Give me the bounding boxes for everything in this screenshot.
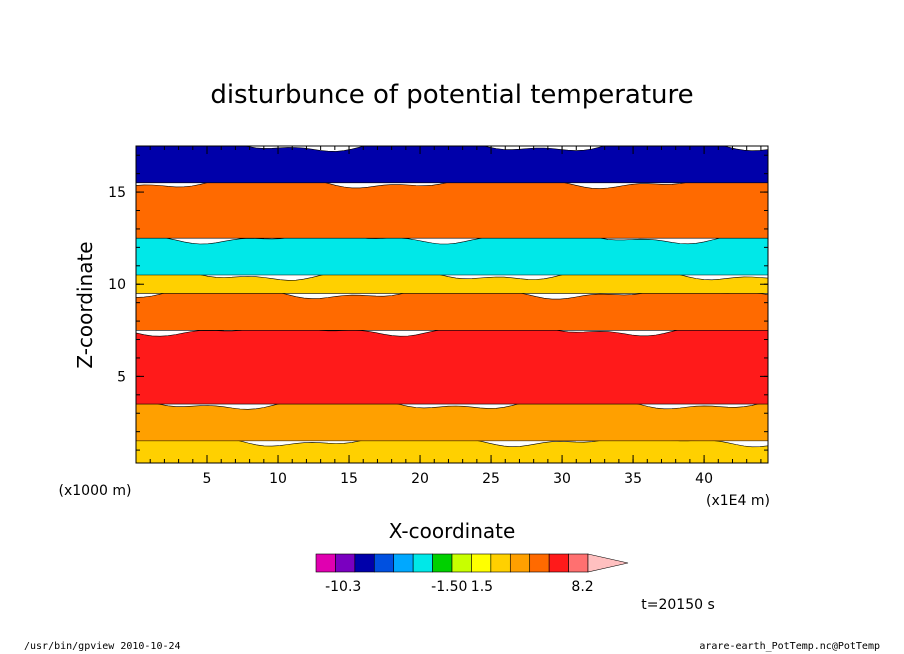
y-axis-ticks: 5 10 15 — [108, 154, 768, 451]
colorbar-swatch — [315, 553, 336, 573]
colorbar-arrow — [587, 553, 629, 573]
x-tick-label: 10 — [269, 471, 287, 487]
colorbar-labels: -10.3 -1.50 1.5 8.2 — [325, 579, 594, 595]
colorbar-swatch — [373, 553, 395, 573]
colorbar-swatch — [568, 553, 589, 573]
x-tick-label: 5 — [203, 471, 212, 487]
colorbar-swatch — [432, 553, 453, 573]
colorbar-label: 1.5 — [471, 579, 493, 595]
x-tick-label: 20 — [411, 471, 429, 487]
x-tick-label: 15 — [340, 471, 358, 487]
footer-left: /usr/bin/gpview 2010-10-24 — [24, 641, 181, 652]
contour-layer — [136, 287, 768, 331]
contour-layer — [136, 323, 768, 405]
colorbar-label: 8.2 — [571, 579, 593, 595]
colorbar-swatch — [335, 553, 356, 573]
colorbar-label: -10.3 — [325, 579, 361, 595]
y-tick-label: 10 — [108, 277, 126, 293]
x-tick-label: 35 — [624, 471, 642, 487]
colorbar-swatch — [509, 553, 531, 573]
plot-frame — [135, 145, 769, 464]
colorbar-swatch — [412, 553, 433, 573]
colorbar-swatch — [354, 553, 375, 573]
footer-right: arare-earth_PotTemp.nc@PotTemp — [699, 641, 880, 652]
colorbar-swatch — [529, 553, 550, 573]
contour-layer — [136, 146, 768, 184]
colorbar-swatch — [393, 553, 414, 573]
x-tick-label: 30 — [553, 471, 571, 487]
time-annotation: t=20150 s — [641, 597, 715, 613]
y-tick-label: 15 — [108, 185, 126, 201]
colorbar-label: -1.50 — [431, 579, 467, 595]
x-axis-label: X-coordinate — [389, 519, 516, 543]
y-tick-label: 5 — [117, 369, 126, 385]
contour-layer — [136, 398, 768, 442]
x-tick-label: 25 — [482, 471, 500, 487]
colorbar-swatch — [451, 553, 472, 573]
colorbar-swatch — [548, 553, 569, 573]
colorbar-swatch — [471, 553, 492, 573]
colorbar-swatch — [490, 553, 511, 573]
colorbar — [315, 553, 629, 573]
contour-layer — [136, 176, 768, 239]
y-axis-label: Z-coordinate — [73, 241, 97, 368]
y-axis-units: (x1000 m) — [59, 483, 132, 499]
contour-layer — [136, 231, 768, 276]
x-tick-label: 40 — [695, 471, 713, 487]
contour-field — [136, 146, 768, 463]
x-axis-units: (x1E4 m) — [706, 493, 770, 509]
chart-title: disturbunce of potential temperature — [210, 80, 693, 110]
x-axis-ticks: 5 10 15 20 25 30 35 40 — [149, 146, 762, 487]
